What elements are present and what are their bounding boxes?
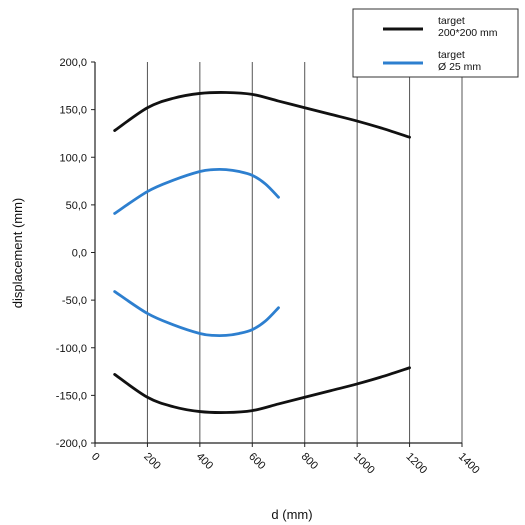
series-line-1	[113, 366, 411, 414]
x-tick-label: 1200	[403, 451, 429, 477]
series-line-2	[113, 167, 280, 215]
legend-label: target	[438, 15, 465, 27]
y-tick-label: 150,0	[59, 105, 87, 117]
x-tick-label: 1400	[456, 451, 482, 477]
y-axis-label: displacement (mm)	[10, 198, 25, 309]
x-tick-label: 600	[246, 451, 267, 472]
x-axis-label: d (mm)	[271, 507, 312, 522]
legend-box	[352, 8, 519, 78]
x-tick-label: 200	[141, 451, 162, 472]
legend-label: target	[438, 49, 465, 61]
y-tick-label: -150,0	[56, 390, 87, 402]
series-line-3	[113, 290, 280, 338]
grid-lines	[146, 62, 463, 443]
x-tick-label: 0	[89, 451, 102, 464]
y-tick-label: 100,0	[59, 152, 87, 164]
axes	[91, 61, 463, 447]
y-tick-label: -200,0	[56, 438, 87, 450]
y-tick-label: -100,0	[56, 343, 87, 355]
legend-label: 200*200 mm	[438, 27, 498, 39]
y-tick-label: 0,0	[72, 248, 87, 260]
x-tick-label: 1000	[351, 451, 377, 477]
tick-labels: 200,0 150,0 100,0 50,0 0,0 -50,0 -100,0 -150,0 -…	[56, 57, 482, 476]
y-tick-label: -50,0	[62, 295, 87, 307]
legend-label: Ø 25 mm	[438, 61, 481, 73]
x-tick-label: 400	[194, 451, 215, 472]
y-tick-label: 200,0	[59, 57, 87, 69]
series-line-0	[113, 91, 411, 139]
x-tick-label: 800	[299, 451, 320, 472]
y-tick-label: 50,0	[66, 200, 87, 212]
series-layer	[113, 91, 411, 414]
